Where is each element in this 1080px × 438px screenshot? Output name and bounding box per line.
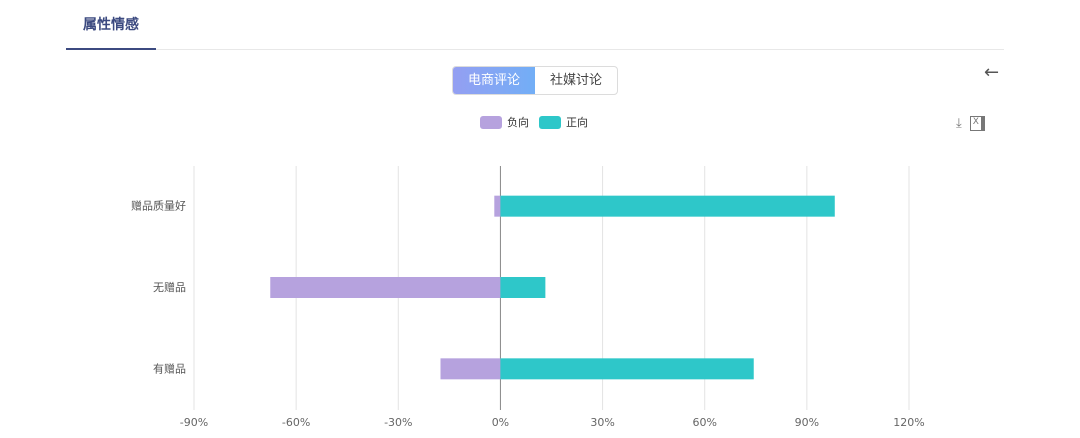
x-tick-label: -60%	[282, 416, 310, 429]
x-tick-label: 0%	[492, 416, 509, 429]
legend-swatch-negative[interactable]	[480, 115, 502, 129]
y-category-label: 赠品质量好	[131, 199, 186, 213]
x-tick-label: 60%	[692, 416, 716, 429]
source-toggle: 电商评论 社媒讨论	[452, 66, 618, 95]
y-category-label: 有赠品	[153, 361, 186, 375]
legend-label-positive: 正向	[566, 116, 588, 129]
x-tick-label: 120%	[893, 416, 924, 429]
x-tick-label: -90%	[180, 416, 208, 429]
y-category-label: 无赠品	[153, 280, 186, 294]
download-icon[interactable]: ⤓	[956, 116, 962, 131]
bar-negative	[494, 195, 501, 217]
segment-social[interactable]: 社媒讨论	[549, 73, 602, 88]
bar-negative	[270, 277, 501, 298]
legend-label-negative: 负向	[507, 116, 529, 129]
x-tick-label: 30%	[590, 416, 614, 429]
legend-swatch-positive[interactable]	[539, 115, 561, 129]
arrow-left-icon[interactable]: ←	[984, 62, 1000, 83]
bar-negative	[440, 358, 501, 380]
legend: 负向 正向	[480, 114, 598, 130]
x-tick-label: -30%	[384, 416, 412, 429]
tab-bar: 属性情感	[66, 0, 1004, 50]
segment-ecommerce[interactable]: 电商评论	[453, 67, 535, 94]
bar-positive	[500, 195, 835, 217]
bar-positive	[500, 277, 546, 298]
x-tick-label: 90%	[795, 416, 819, 429]
tab-attribute-sentiment[interactable]: 属性情感	[66, 14, 156, 50]
excel-export-icon[interactable]: X	[969, 116, 985, 131]
bar-positive	[500, 358, 754, 380]
